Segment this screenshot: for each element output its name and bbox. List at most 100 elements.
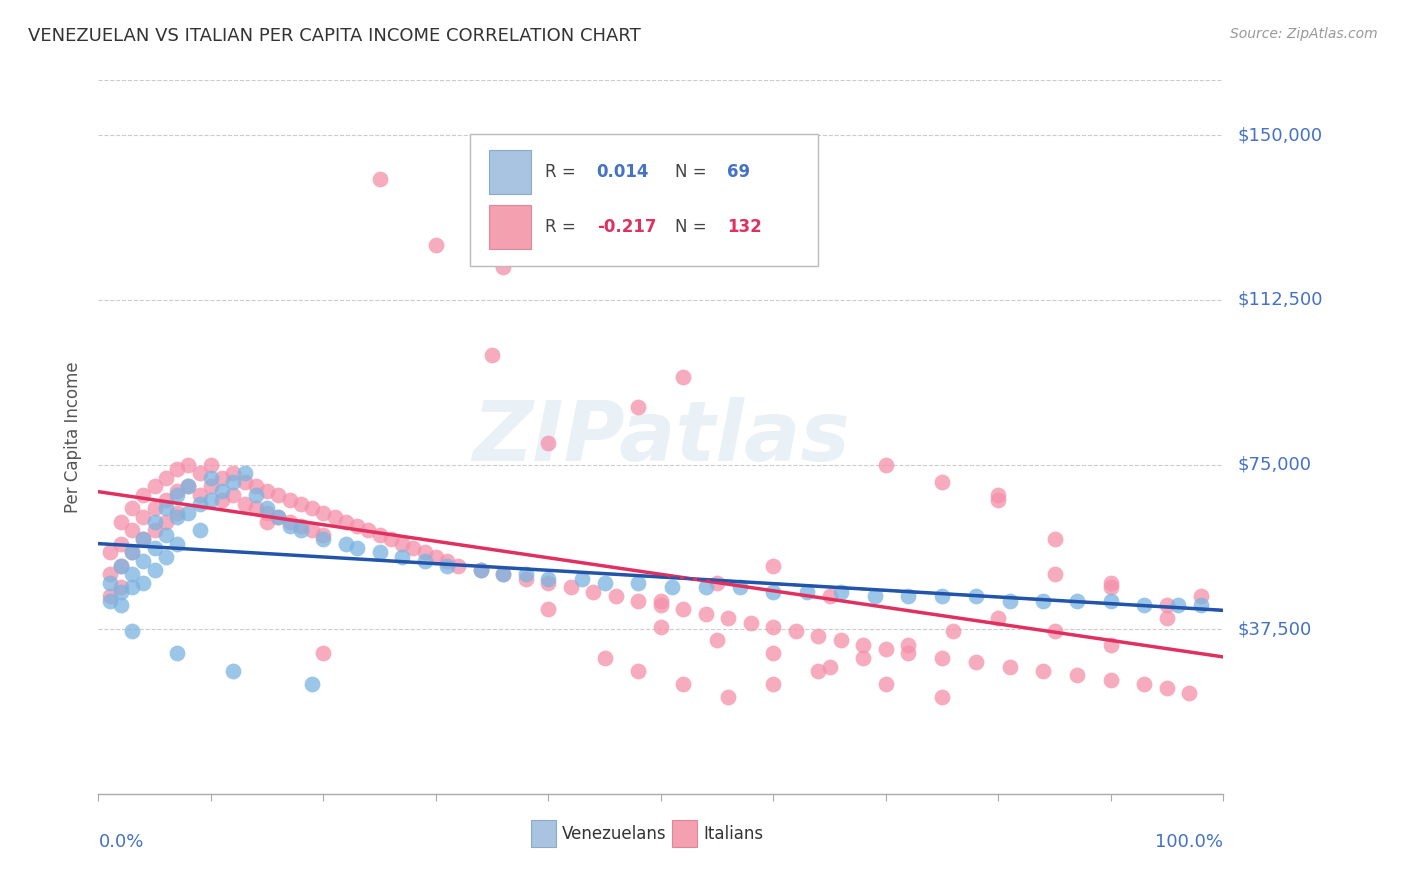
Point bbox=[301, 524, 323, 538]
Point bbox=[1156, 681, 1178, 696]
Point bbox=[1043, 624, 1066, 639]
Point bbox=[155, 549, 177, 564]
Point bbox=[875, 642, 897, 657]
Point bbox=[233, 467, 256, 481]
Point bbox=[98, 589, 121, 603]
Point bbox=[98, 593, 121, 607]
Point bbox=[380, 532, 402, 546]
Point bbox=[560, 581, 582, 595]
Point bbox=[166, 483, 188, 498]
Point bbox=[515, 572, 537, 586]
Point bbox=[267, 510, 290, 524]
Point bbox=[166, 536, 188, 550]
Point bbox=[155, 471, 177, 485]
Point bbox=[717, 611, 740, 625]
Point bbox=[335, 536, 357, 550]
Point bbox=[650, 593, 672, 607]
Point bbox=[143, 541, 166, 555]
Point bbox=[1066, 668, 1088, 682]
Point bbox=[256, 515, 278, 529]
Point bbox=[762, 677, 785, 691]
Point bbox=[177, 506, 200, 520]
Point bbox=[188, 497, 211, 511]
Text: N =: N = bbox=[675, 219, 707, 236]
Point bbox=[211, 483, 233, 498]
Point bbox=[143, 479, 166, 493]
Point bbox=[931, 650, 953, 665]
Point bbox=[121, 545, 143, 559]
Point bbox=[537, 576, 560, 591]
Point bbox=[267, 488, 290, 502]
Point bbox=[368, 528, 391, 542]
Text: $150,000: $150,000 bbox=[1237, 126, 1322, 145]
Point bbox=[1099, 581, 1122, 595]
Point bbox=[222, 475, 245, 489]
Bar bbox=[489, 150, 531, 194]
Point bbox=[627, 593, 650, 607]
Point bbox=[863, 589, 886, 603]
Point bbox=[1133, 598, 1156, 612]
Point bbox=[222, 664, 245, 678]
Point bbox=[200, 471, 222, 485]
Point bbox=[98, 576, 121, 591]
Point bbox=[121, 501, 143, 516]
Text: 0.014: 0.014 bbox=[596, 163, 650, 181]
Point bbox=[1043, 567, 1066, 582]
Point bbox=[155, 492, 177, 507]
Point bbox=[312, 528, 335, 542]
Point bbox=[425, 238, 447, 252]
Point bbox=[312, 646, 335, 660]
Point bbox=[1066, 593, 1088, 607]
Point bbox=[121, 545, 143, 559]
Bar bbox=[672, 821, 697, 847]
Point bbox=[492, 567, 515, 582]
Point bbox=[1178, 686, 1201, 700]
Point bbox=[278, 515, 301, 529]
Point bbox=[177, 479, 200, 493]
Text: 132: 132 bbox=[727, 219, 762, 236]
Point bbox=[1167, 598, 1189, 612]
Point bbox=[155, 501, 177, 516]
Point bbox=[818, 589, 841, 603]
Point bbox=[1099, 593, 1122, 607]
Point bbox=[785, 624, 807, 639]
Point bbox=[627, 664, 650, 678]
Point bbox=[593, 650, 616, 665]
Point bbox=[672, 369, 695, 384]
Point bbox=[942, 624, 965, 639]
Point bbox=[155, 528, 177, 542]
Point bbox=[425, 549, 447, 564]
Point bbox=[121, 567, 143, 582]
Point bbox=[762, 585, 785, 599]
Point bbox=[627, 401, 650, 415]
Point bbox=[593, 576, 616, 591]
Text: $112,500: $112,500 bbox=[1237, 291, 1323, 309]
Point bbox=[188, 467, 211, 481]
Point bbox=[110, 515, 132, 529]
Point bbox=[121, 524, 143, 538]
FancyBboxPatch shape bbox=[470, 134, 818, 266]
Point bbox=[807, 664, 830, 678]
Point bbox=[110, 558, 132, 573]
Point bbox=[998, 659, 1021, 673]
Point bbox=[233, 497, 256, 511]
Point bbox=[436, 554, 458, 568]
Point bbox=[368, 172, 391, 186]
Point bbox=[830, 633, 852, 648]
Point bbox=[897, 638, 920, 652]
Point bbox=[1133, 677, 1156, 691]
Y-axis label: Per Capita Income: Per Capita Income bbox=[65, 361, 83, 513]
Point bbox=[155, 515, 177, 529]
Point bbox=[672, 677, 695, 691]
Point bbox=[98, 567, 121, 582]
Point bbox=[278, 519, 301, 533]
Point bbox=[143, 515, 166, 529]
Point bbox=[875, 458, 897, 472]
Point bbox=[537, 602, 560, 616]
Point bbox=[537, 572, 560, 586]
Point bbox=[650, 598, 672, 612]
Point bbox=[470, 563, 492, 577]
Point bbox=[245, 488, 267, 502]
Point bbox=[796, 585, 818, 599]
Point bbox=[897, 646, 920, 660]
